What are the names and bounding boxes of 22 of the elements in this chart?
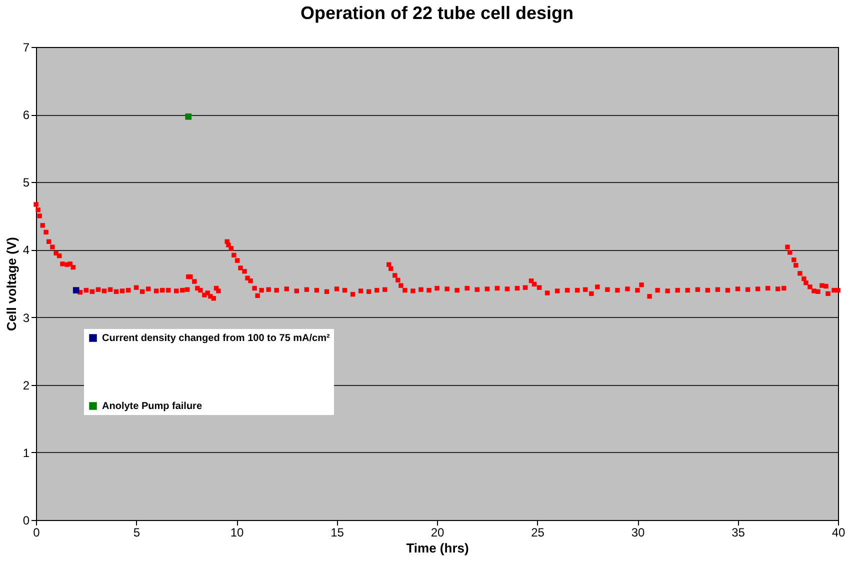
x-axis-title: Time (hrs): [406, 540, 469, 556]
y-tick-label: 4: [22, 243, 30, 258]
y-axis-title: Cell voltage (V): [4, 237, 19, 331]
legend-label: Anolyte Pump failure: [102, 401, 202, 412]
x-tick-label: 25: [531, 526, 545, 540]
y-tick-label: 1: [22, 446, 30, 460]
y-tick-label: 0: [22, 514, 30, 528]
legend-label: Current density changed from 100 to 75 mA/cm²: [102, 333, 330, 344]
x-tick-label: 30: [631, 526, 645, 540]
y-tick-label: 5: [22, 176, 30, 190]
x-tick-label: 0: [33, 526, 40, 540]
y-tick-label: 6: [22, 108, 30, 122]
x-tick-label: 20: [430, 526, 444, 540]
y-tick-label: 2: [22, 378, 30, 392]
x-tick-label: 35: [732, 526, 746, 540]
y-tick-label: 3: [22, 310, 30, 325]
chart-title: Operation of 22 tube cell design: [300, 3, 574, 23]
y-tick-label: 7: [22, 40, 30, 54]
x-tick-label: 15: [330, 526, 344, 540]
x-tick-label: 40: [832, 526, 846, 540]
x-tick-label: 10: [230, 526, 244, 540]
x-tick-label: 5: [133, 526, 140, 540]
